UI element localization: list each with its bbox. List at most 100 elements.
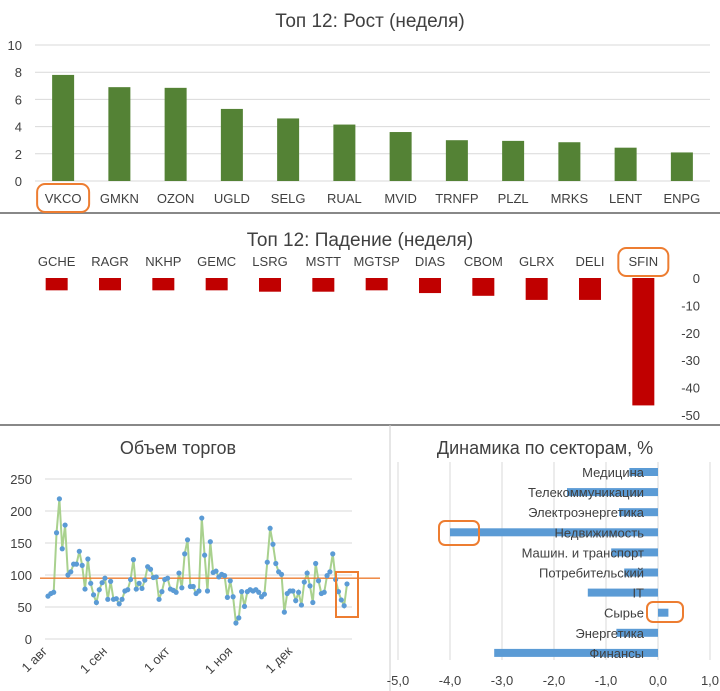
data-point (93, 599, 100, 606)
data-point (53, 530, 60, 536)
data-point (241, 603, 248, 609)
data-point (207, 539, 213, 545)
data-point (59, 546, 65, 552)
bar-sector (624, 568, 658, 577)
x-tick-label: 1 сен (77, 644, 110, 677)
x-tick-label: MRKS (551, 191, 589, 206)
bar-TRNFP (445, 140, 468, 181)
x-tick-label: GEMC (197, 254, 236, 269)
data-point (102, 575, 108, 581)
x-tick-label: SFIN (629, 254, 659, 269)
x-tick-label: LSRG (252, 254, 287, 269)
x-tick-label: TRNFP (435, 191, 478, 206)
x-tick-label: RUAL (327, 191, 362, 206)
highlight-box (617, 247, 670, 277)
data-point (315, 578, 322, 584)
data-point (293, 598, 299, 604)
data-point (239, 589, 245, 595)
data-point (256, 589, 262, 595)
bar-sector (494, 648, 658, 657)
data-point (76, 548, 82, 554)
bar-sector (567, 488, 658, 497)
bar-GLRX (525, 278, 548, 300)
data-point (153, 574, 159, 580)
bar-PLZL (502, 140, 525, 181)
y-tick-label: -20 (681, 326, 700, 341)
data-point (307, 583, 313, 589)
data-point (82, 586, 88, 592)
data-point (227, 578, 233, 584)
bar-DELI (579, 278, 601, 300)
y-tick-label: 150 (10, 536, 32, 551)
category-label: Потребительский (539, 566, 644, 581)
data-point (133, 586, 139, 592)
x-tick-label: MGTSP (354, 254, 400, 269)
data-point (105, 596, 111, 602)
y-tick-label: 0 (693, 271, 700, 286)
data-point (139, 585, 145, 592)
data-point (125, 587, 131, 593)
bar-sector (450, 528, 658, 537)
bar-GMKN (108, 87, 131, 181)
y-tick-label: 2 (15, 147, 22, 162)
bar-OZON (164, 87, 187, 181)
data-point (264, 559, 270, 565)
bar-VKCO (52, 74, 75, 181)
x-tick-label: GMKN (100, 191, 139, 206)
category-label: Медицина (582, 465, 645, 480)
data-point (298, 602, 305, 608)
bar-ENPG (670, 152, 693, 181)
x-tick-label: DELI (576, 254, 605, 269)
data-point (136, 580, 142, 586)
data-point (261, 591, 268, 597)
y-tick-label: 8 (15, 65, 22, 80)
y-tick-label: 250 (10, 472, 32, 487)
x-tick-label: -1,0 (595, 673, 617, 688)
bar-sector (616, 628, 658, 637)
data-point (130, 557, 137, 563)
x-tick-label: 1,0 (701, 673, 719, 688)
highlight-box (438, 520, 480, 546)
data-point (273, 560, 279, 567)
data-point (295, 589, 302, 595)
y-tick-label: 6 (15, 92, 22, 107)
highlight-box (36, 183, 91, 213)
data-point (159, 589, 165, 595)
x-tick-label: GCHE (38, 254, 76, 269)
data-point (116, 601, 122, 607)
bar-sector (611, 548, 658, 557)
data-point (230, 594, 236, 600)
bar-MGTSP (365, 278, 388, 291)
x-tick-label: ENPG (663, 191, 700, 206)
data-point (321, 589, 327, 595)
data-point (330, 551, 336, 557)
bar-NKHP (152, 278, 175, 291)
x-tick-label: RAGR (91, 254, 129, 269)
data-point (156, 596, 162, 602)
data-point (88, 580, 94, 586)
data-point (165, 575, 171, 581)
x-tick-label: -3,0 (491, 673, 513, 688)
growth-title: Топ 12: Рост (неделя) (275, 11, 465, 32)
x-tick-label: 0,0 (649, 673, 667, 688)
data-point (184, 537, 191, 543)
x-tick-label: -4,0 (439, 673, 461, 688)
y-tick-label: -50 (681, 408, 700, 423)
data-point (113, 596, 119, 602)
data-point (176, 570, 182, 576)
x-tick-label: DIAS (415, 254, 446, 269)
bar-UGLD (220, 108, 243, 181)
highlight-box (335, 571, 359, 618)
data-point (196, 588, 202, 594)
data-point (62, 522, 68, 528)
data-point (199, 515, 205, 521)
category-label: Телекоммуникации (528, 485, 644, 500)
y-tick-label: -10 (681, 298, 700, 313)
category-label: Сырье (604, 606, 644, 621)
data-point (119, 596, 125, 602)
category-label: Энергетика (575, 626, 644, 641)
data-point (202, 552, 208, 558)
bar-MSTT (312, 278, 335, 292)
